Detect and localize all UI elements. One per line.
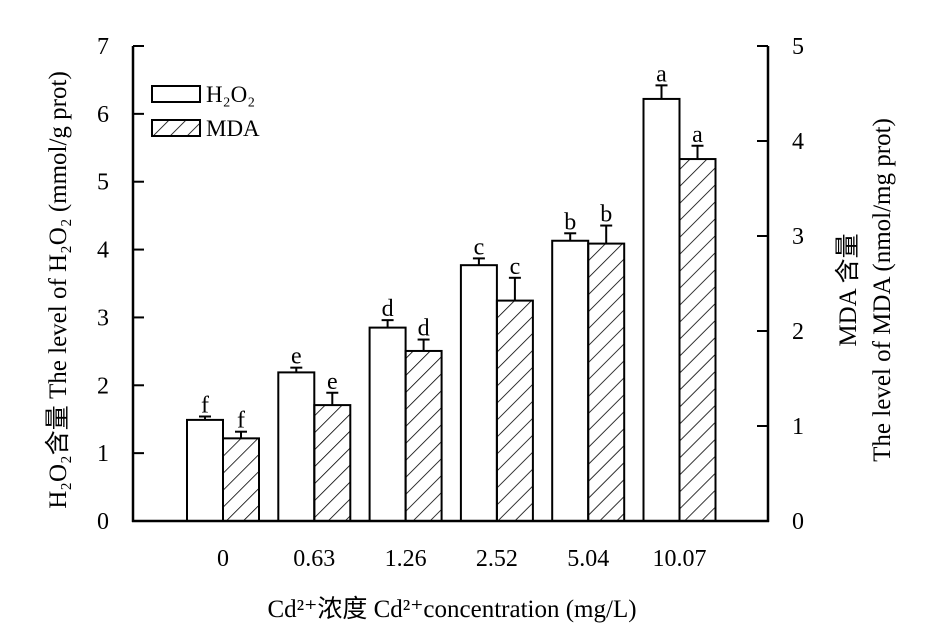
bar-h2o2 xyxy=(277,371,316,522)
significance-label: c xyxy=(474,234,485,260)
x-tick-label: 5.04 xyxy=(567,546,609,572)
bar-h2o2 xyxy=(459,264,498,522)
y-tick-label-left: 5 xyxy=(97,170,109,196)
legend-swatch-h2o2 xyxy=(151,85,201,103)
y-tick-label-right: 4 xyxy=(792,129,804,155)
y-tick-label-right: 2 xyxy=(792,319,804,345)
significance-label: f xyxy=(237,408,245,434)
bar-mda xyxy=(495,299,534,522)
y-axis-label-right-2: The level of MDA (nmol/mg prot) xyxy=(869,118,896,462)
x-axis-label: Cd²⁺浓度 Cd²⁺concentration (mg/L) xyxy=(267,595,636,623)
significance-label: b xyxy=(600,202,612,228)
significance-label: a xyxy=(656,61,667,87)
y-axis-label-right-1: MDA 含量 xyxy=(834,233,862,346)
y-tick-label-left: 7 xyxy=(97,34,109,60)
bar-mda xyxy=(313,404,352,523)
x-tick-label: 0.63 xyxy=(293,546,335,572)
y-tick-label-right: 5 xyxy=(792,34,804,60)
x-tick-label: 1.26 xyxy=(385,546,427,572)
significance-label: f xyxy=(201,393,209,419)
significance-label: c xyxy=(510,254,521,280)
y-axis-label-left: H₂O₂含量 The level of H₂O₂ (mmol/g prot) xyxy=(44,71,72,509)
bar-h2o2 xyxy=(368,326,407,522)
legend-swatch-mda xyxy=(151,119,201,137)
bar-h2o2 xyxy=(551,239,590,522)
y-tick-label-left: 4 xyxy=(97,238,109,264)
y-tick-label-left: 0 xyxy=(97,509,109,535)
bar-h2o2 xyxy=(642,97,681,523)
significance-label: e xyxy=(327,369,338,395)
bar-mda xyxy=(678,158,717,523)
significance-label: e xyxy=(291,344,302,370)
legend-label-mda: MDA xyxy=(206,116,260,141)
bar-h2o2 xyxy=(186,418,224,522)
y-tick-label-left: 3 xyxy=(97,305,109,331)
x-tick-label: 10.07 xyxy=(653,546,707,572)
legend: H₂O₂ MDA xyxy=(151,82,260,141)
significance-label: d xyxy=(418,316,430,342)
y-tick-label-left: 1 xyxy=(97,441,109,467)
x-tick-label: 0 xyxy=(217,546,229,572)
y-tick-label-left: 2 xyxy=(97,373,109,399)
bar-mda xyxy=(587,242,626,522)
y-tick-label-right: 1 xyxy=(792,414,804,440)
y-tick-label-left: 6 xyxy=(97,102,109,128)
bar-mda xyxy=(222,437,260,523)
y-tick-label-right: 0 xyxy=(792,509,804,535)
bar-mda xyxy=(404,349,443,523)
significance-label: a xyxy=(692,122,703,148)
significance-label: b xyxy=(564,209,576,235)
legend-label-h2o2: H₂O₂ xyxy=(206,82,255,107)
y-tick-label-right: 3 xyxy=(792,224,804,250)
significance-label: d xyxy=(382,296,394,322)
x-tick-label: 2.52 xyxy=(476,546,518,572)
